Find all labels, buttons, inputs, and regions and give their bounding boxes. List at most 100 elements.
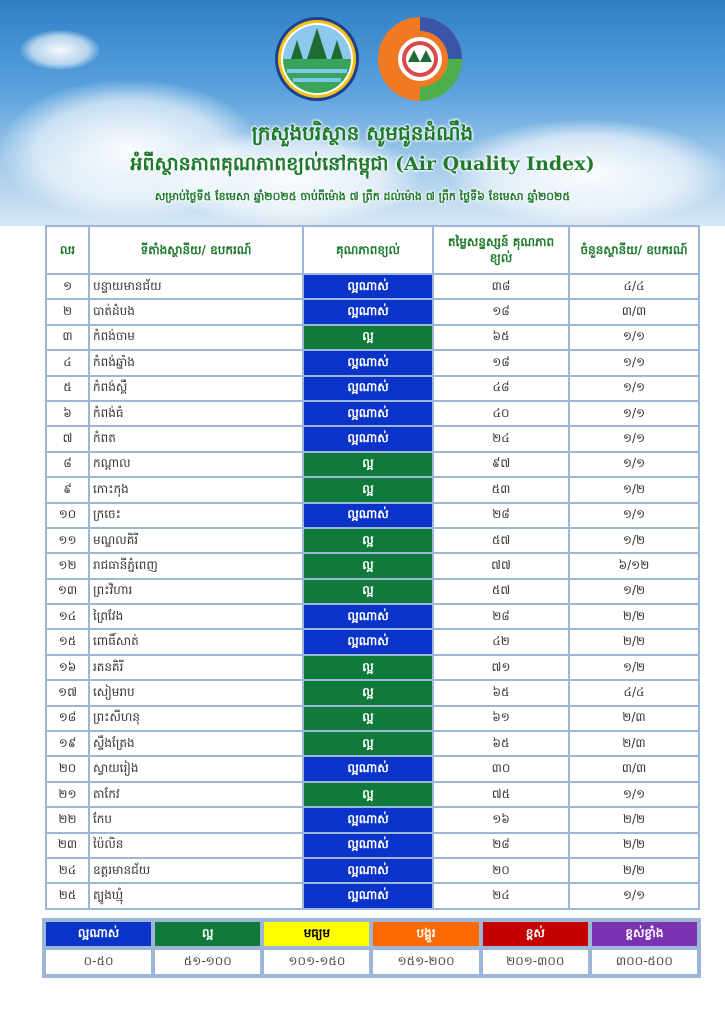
row-number: ២ [45,298,90,326]
station-name: កំពត [88,425,304,453]
station-count: ២/២ [568,856,700,885]
row-number: ១០ [45,501,90,529]
aqi-value: ៦៥ [432,323,570,352]
table-row: ១៨ ព្រះសីហនុ ល្អ ៦១ ២/៣ [45,704,700,733]
row-number: ១ [45,272,90,301]
station-count: ២/៣ [568,730,700,758]
table-row: ៦កំពង់ធំ ល្អណាស់ ៤០ ១/១ [45,399,700,428]
header-air-quality: គុណភាពខ្យល់ [302,225,434,275]
aqi-value: ៥៣ [432,476,570,504]
row-number: ២២ [45,806,90,834]
air-quality-badge: ល្អ [302,577,434,606]
aqi-value: ៧៥ [432,780,570,809]
aqi-subtitle-english: (Air Quality Index) [395,153,595,175]
table-row: ១៧ សៀមរាប ល្អ ៦៥ ៤/៤ [45,679,700,707]
cloud [20,30,100,70]
aqi-subtitle: អំពីស្ថានភាពគុណភាពខ្យល់នៅកម្ពុជា (Air Qu… [10,152,715,180]
aqi-value: ៣០ [432,755,570,783]
row-number: ២០ [45,755,90,783]
station-name: ព្រៃវែង [88,603,304,631]
row-number: ២១ [45,780,90,809]
air-quality-badge: ល្អណាស់ [302,882,434,910]
station-count: ២/៣ [568,704,700,733]
air-quality-badge: ល្អណាស់ [302,628,434,656]
station-count: ២/២ [568,603,700,631]
station-name: បន្ទាយមានជ័យ [88,272,304,301]
air-quality-badge: ល្អណាស់ [302,755,434,783]
table-row: ៥កំពង់ស្ពឺ ល្អណាស់ ៤៨ ១/១ [45,374,700,402]
legend-range-very-high: ៣០០-៥០០ [591,950,697,974]
table-row: ១៩ ស្ទឹងត្រែង ល្អ ៦៥ ២/៣ [45,730,700,758]
station-name: ស្វាយរៀង [88,755,304,783]
station-name: ក្រចេះ [88,501,304,529]
legend-range-very-good: ០-៥០ [46,950,152,974]
table-row: ១៥ ពោធិ៍សាត់ ល្អណាស់ ៤២ ២/២ [45,628,700,656]
cloud [450,120,725,226]
aqi-value: ២៤ [432,882,570,910]
station-count: ១/២ [568,653,700,682]
row-number: ២៤ [45,856,90,885]
station-count: ១/២ [568,476,700,504]
station-count: ៦/១២ [568,552,700,580]
row-number: ១៦ [45,653,90,682]
aqi-value: ៦១ [432,704,570,733]
aqi-value: ១៦ [432,806,570,834]
table-row: ២៥ ត្បូងឃ្មុំ ល្អណាស់ ២៤ ១/១ [45,882,700,910]
station-name: តាកែវ [88,780,304,809]
table-row: ១២ រាជធានីភ្នំពេញ ល្អ ៧៧ ៦/១២ [45,552,700,580]
environment-cycle-logo [378,17,462,101]
table-row: ២បាត់ដំបង ល្អណាស់ ១៨ ៣/៣ [45,298,700,326]
legend-label-fair: បង្គួរ [373,922,479,946]
aqi-value: ៦៥ [432,679,570,707]
row-number: ១៩ [45,730,90,758]
legend-range-fair: ១៥១-២០០ [373,950,479,974]
row-number: ១៧ [45,679,90,707]
station-count: ១/១ [568,450,700,479]
station-count: ២/២ [568,831,700,859]
station-name: រតនគិរី [88,653,304,682]
table-row: ៨កណ្ដាល ល្អ ៩៧ ១/១ [45,450,700,479]
aqi-value: ២០ [432,856,570,885]
station-count: ៤/៤ [568,679,700,707]
air-quality-badge: ល្អ [302,653,434,682]
station-count: ១/១ [568,882,700,910]
table-row: ១៣ ព្រះវិហារ ល្អ ៥៧ ១/២ [45,577,700,606]
table-row: ៤កំពង់ឆ្នាំង ល្អណាស់ ១៨ ១/១ [45,349,700,377]
station-name: កោះកុង [88,476,304,504]
row-number: ៩ [45,476,90,504]
station-name: ត្បូងឃ្មុំ [88,882,304,910]
row-number: ៤ [45,349,90,377]
air-quality-badge: ល្អ [302,730,434,758]
station-name: រាជធានីភ្នំពេញ [88,552,304,580]
station-name: កែប [88,806,304,834]
table-row: ៩កោះកុង ល្អ ៥៣ ១/២ [45,476,700,504]
row-number: ១៣ [45,577,90,606]
aqi-value: ៧៧ [432,552,570,580]
station-count: ៣/៣ [568,755,700,783]
aqi-value: ២៨ [432,603,570,631]
station-count: ១/១ [568,323,700,352]
row-number: ៨ [45,450,90,479]
station-count: ៣/៣ [568,298,700,326]
air-quality-badge: ល្អណាស់ [302,399,434,428]
table-row: ៧កំពត ល្អណាស់ ២៤ ១/១ [45,425,700,453]
air-quality-badge: ល្អ [302,476,434,504]
table-row: ២២ កែប ល្អណាស់ ១៦ ២/២ [45,806,700,834]
header-number: លរ [45,225,90,275]
aqi-value: ៤០ [432,399,570,428]
row-number: ១២ [45,552,90,580]
row-number: ៧ [45,425,90,453]
station-name: កំពង់ចាម [88,323,304,352]
row-number: ៦ [45,399,90,428]
table-header-row: លរ ទីតាំងស្ថានីយ/ ឧបករណ៍ គុណភាពខ្យល់ តម្… [45,225,700,275]
station-count: ១/១ [568,501,700,529]
station-name: ឧត្តរមានជ័យ [88,856,304,885]
row-number: ២៥ [45,882,90,910]
air-quality-badge: ល្អណាស់ [302,806,434,834]
air-quality-badge: ល្អ [302,704,434,733]
air-quality-badge: ល្អ [302,679,434,707]
air-quality-badge: ល្អណាស់ [302,298,434,326]
ministry-announcement-title: ក្រសួងបរិស្ថាន សូមជូនដំណឹង [251,121,474,145]
station-count: ១/២ [568,526,700,555]
station-name: កំពង់ឆ្នាំង [88,349,304,377]
